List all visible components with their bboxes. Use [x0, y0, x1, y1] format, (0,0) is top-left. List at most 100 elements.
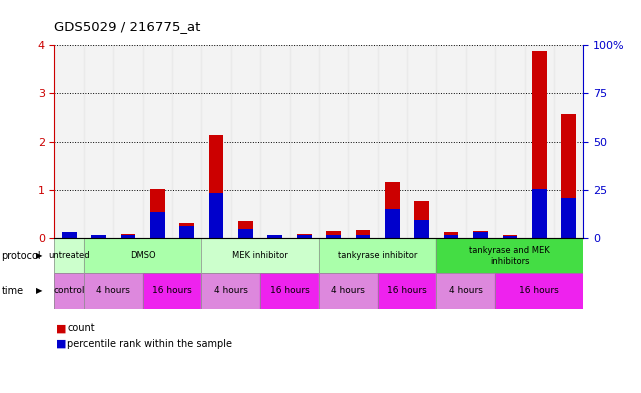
Text: 4 hours: 4 hours [96, 286, 130, 296]
Bar [91, 235, 106, 238]
Bar [319, 274, 378, 309]
Bar [437, 238, 583, 274]
Bar [238, 221, 253, 238]
Bar [142, 45, 172, 238]
Bar [466, 45, 495, 238]
Bar [297, 235, 312, 238]
Bar [231, 45, 260, 238]
Bar [209, 193, 224, 238]
Bar [495, 45, 524, 238]
Bar [524, 45, 554, 238]
Bar [267, 235, 282, 238]
Bar [297, 235, 312, 238]
Bar [414, 201, 429, 238]
Text: 16 hours: 16 hours [270, 286, 310, 296]
Text: MEK inhibitor: MEK inhibitor [232, 252, 288, 260]
Bar [385, 182, 400, 238]
Bar [437, 238, 583, 274]
Bar [348, 45, 378, 238]
Bar [238, 229, 253, 238]
Text: 4 hours: 4 hours [214, 286, 247, 296]
Bar [54, 274, 84, 309]
Bar [179, 223, 194, 238]
Text: percentile rank within the sample: percentile rank within the sample [67, 339, 232, 349]
Bar [260, 274, 319, 309]
Bar [503, 236, 517, 238]
Bar [554, 45, 583, 238]
Text: ■: ■ [56, 339, 66, 349]
Bar [532, 189, 547, 238]
Bar [260, 45, 290, 238]
Text: tankyrase and MEK
inhibitors: tankyrase and MEK inhibitors [469, 246, 550, 266]
Bar [326, 231, 341, 238]
Bar [201, 238, 319, 274]
Bar [473, 233, 488, 238]
Bar [473, 231, 488, 238]
Bar [444, 233, 458, 238]
Bar [326, 235, 341, 238]
Bar [62, 231, 76, 238]
Bar [150, 189, 165, 238]
Bar [532, 51, 547, 238]
Text: count: count [67, 323, 95, 333]
Bar [407, 45, 437, 238]
Text: untreated: untreated [48, 252, 90, 260]
Bar [54, 238, 84, 274]
Bar [356, 235, 370, 238]
Bar [84, 238, 201, 274]
Bar [172, 45, 201, 238]
Bar [267, 235, 282, 238]
Bar [142, 274, 201, 309]
Text: GDS5029 / 216775_at: GDS5029 / 216775_at [54, 20, 201, 33]
Bar [319, 45, 348, 238]
Bar [260, 274, 319, 309]
Bar [378, 274, 437, 309]
Text: ▶: ▶ [36, 286, 42, 296]
Bar [54, 238, 84, 274]
Bar [54, 45, 84, 238]
Text: 4 hours: 4 hours [331, 286, 365, 296]
Text: ▶: ▶ [36, 252, 42, 260]
Bar [378, 45, 407, 238]
Text: DMSO: DMSO [130, 252, 155, 260]
Bar [319, 274, 378, 309]
Bar [495, 274, 583, 309]
Text: 16 hours: 16 hours [387, 286, 427, 296]
Bar [121, 235, 135, 238]
Bar [150, 212, 165, 238]
Text: 16 hours: 16 hours [519, 286, 559, 296]
Text: ■: ■ [56, 323, 66, 333]
Text: tankyrase inhibitor: tankyrase inhibitor [338, 252, 417, 260]
Bar [113, 45, 142, 238]
Bar [356, 230, 370, 238]
Bar [179, 226, 194, 238]
Bar [62, 233, 76, 238]
Bar [91, 235, 106, 238]
Text: 16 hours: 16 hours [152, 286, 192, 296]
Bar [142, 274, 201, 309]
Bar [84, 238, 201, 274]
Bar [444, 235, 458, 238]
Text: time: time [1, 286, 24, 296]
Bar [201, 274, 260, 309]
Bar [54, 274, 84, 309]
Bar [385, 209, 400, 238]
Bar [562, 198, 576, 238]
Text: protocol: protocol [1, 251, 41, 261]
Bar [319, 238, 437, 274]
Bar [378, 274, 437, 309]
Bar [503, 235, 517, 238]
Bar [414, 220, 429, 238]
Bar [121, 235, 135, 238]
Bar [201, 238, 319, 274]
Bar [209, 136, 224, 238]
Bar [201, 274, 260, 309]
Bar [84, 45, 113, 238]
Bar [84, 274, 142, 309]
Text: 4 hours: 4 hours [449, 286, 483, 296]
Bar [437, 274, 495, 309]
Bar [319, 238, 437, 274]
Bar [201, 45, 231, 238]
Bar [84, 274, 142, 309]
Bar [437, 45, 466, 238]
